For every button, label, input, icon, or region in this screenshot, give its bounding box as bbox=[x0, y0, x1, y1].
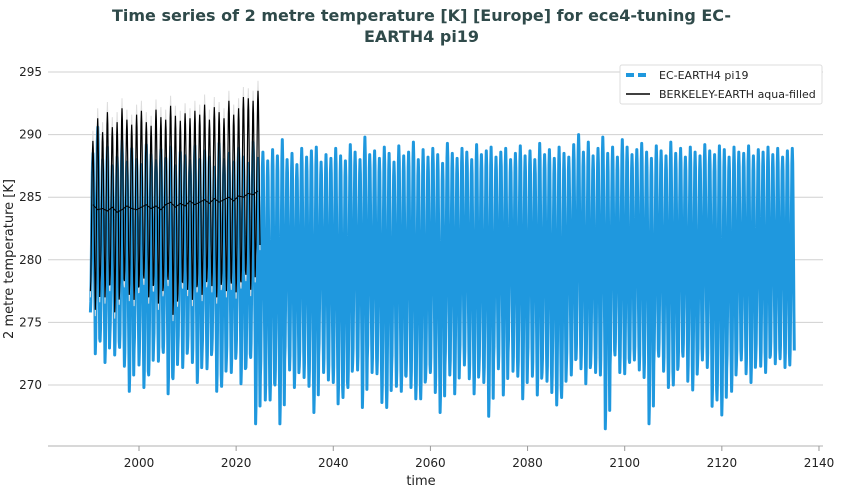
y-tick-label: 270 bbox=[19, 378, 42, 392]
legend-label-berkeley: BERKELEY-EARTH aqua-filled bbox=[659, 88, 816, 101]
x-axis-label: time bbox=[406, 474, 435, 489]
x-tick-label: 2000 bbox=[124, 456, 155, 470]
x-tick-label: 2100 bbox=[609, 456, 640, 470]
series-line-berkeley-earth bbox=[89, 90, 261, 315]
chart-title-line1: Time series of 2 metre temperature [K] [… bbox=[111, 6, 732, 25]
x-tick-label: 2060 bbox=[415, 456, 446, 470]
x-tick-label: 2080 bbox=[512, 456, 543, 470]
x-tick-label: 2040 bbox=[318, 456, 349, 470]
legend: EC-EARTH4 pi19 BERKELEY-EARTH aqua-fille… bbox=[619, 64, 823, 105]
x-tick-label: 2020 bbox=[221, 456, 252, 470]
y-tick-label: 295 bbox=[19, 65, 42, 79]
y-tick-label: 290 bbox=[19, 128, 42, 142]
series-annual-mean-berkeley-earth bbox=[92, 190, 259, 213]
y-tick-label: 275 bbox=[19, 315, 42, 329]
y-tick-label: 285 bbox=[19, 190, 42, 204]
chart-title-line2: EARTH4 pi19 bbox=[363, 27, 480, 46]
legend-label-ec-earth: EC-EARTH4 pi19 bbox=[659, 69, 748, 82]
x-tick-label: 2120 bbox=[707, 456, 738, 470]
y-tick-label: 280 bbox=[19, 253, 42, 267]
y-axis-label: 2 metre temperature [K] bbox=[2, 179, 17, 339]
x-tick-label: 2140 bbox=[804, 456, 835, 470]
series-line-ec-earth4-pi19 bbox=[88, 125, 796, 431]
legend-box bbox=[619, 64, 823, 105]
